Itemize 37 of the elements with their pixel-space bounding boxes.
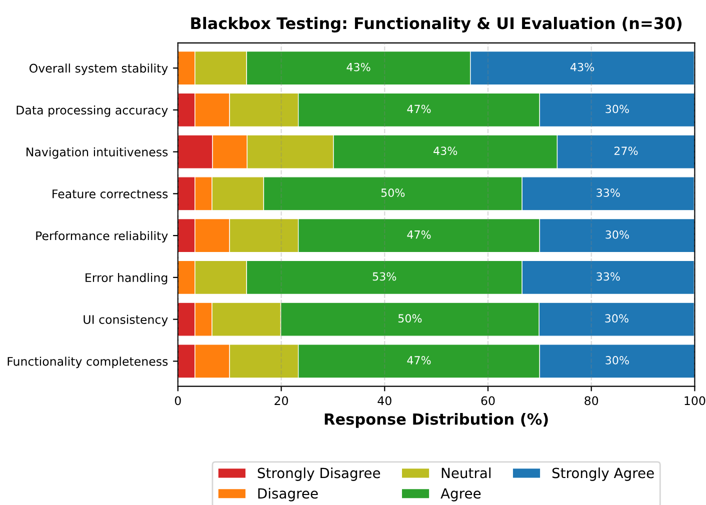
data-label: 47% bbox=[407, 104, 431, 114]
data-label: 43% bbox=[346, 62, 370, 72]
data-label: 30% bbox=[605, 314, 628, 323]
legend-label: Strongly Agree bbox=[552, 468, 654, 481]
legend-label: Disagree bbox=[258, 488, 318, 502]
data-label: 33% bbox=[596, 188, 620, 197]
data-label: 33% bbox=[596, 272, 620, 281]
legend-label: Neutral bbox=[442, 468, 490, 478]
y-tick-label: Performance reliability bbox=[36, 231, 168, 243]
x-tick-label: 20 bbox=[274, 396, 288, 406]
legend-label: Strongly Disagree bbox=[258, 468, 380, 481]
y-tick-label: Overall system stability bbox=[30, 64, 168, 75]
y-tick-label: Navigation intuitiveness bbox=[26, 147, 168, 159]
y-tick-label: Functionality completeness bbox=[8, 356, 168, 368]
data-label: 43% bbox=[434, 146, 458, 156]
data-label: 47% bbox=[407, 230, 431, 239]
x-tick-label: 80 bbox=[584, 396, 598, 406]
data-label: 30% bbox=[606, 356, 629, 364]
data-label: 27% bbox=[614, 146, 638, 156]
data-label: 43% bbox=[570, 62, 594, 72]
y-tick-label: Error handling bbox=[86, 272, 168, 284]
y-tick-label: Data processing accuracy bbox=[16, 105, 168, 117]
chart-title: Blackbox Testing: Functionality & UI Evaluation (n=30) bbox=[191, 16, 682, 32]
data-label: 50% bbox=[381, 188, 405, 197]
data-label: 30% bbox=[606, 104, 629, 114]
x-tick-label: 40 bbox=[378, 396, 392, 406]
data-label: 47% bbox=[407, 356, 431, 364]
x-tick-label: 60 bbox=[481, 396, 495, 406]
x-tick-label: 0 bbox=[174, 396, 181, 406]
y-tick-label: UI consistency bbox=[84, 314, 168, 326]
x-tick-label: 100 bbox=[684, 396, 706, 406]
data-label: 50% bbox=[398, 314, 422, 323]
data-label: 53% bbox=[372, 272, 396, 281]
data-label: 30% bbox=[606, 230, 629, 239]
x-axis-title: Response Distribution (%) bbox=[324, 413, 548, 428]
y-tick-label: Feature correctness bbox=[52, 190, 168, 198]
legend-label: Agree bbox=[440, 488, 481, 502]
